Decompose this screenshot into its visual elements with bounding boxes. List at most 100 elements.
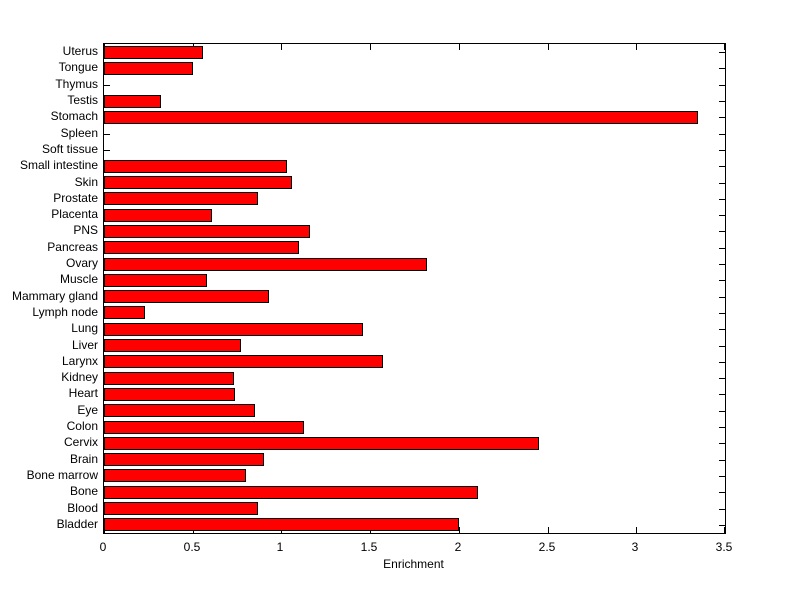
y-tick-right bbox=[719, 280, 725, 281]
y-tick-label: Brain bbox=[69, 451, 98, 466]
y-tick-right bbox=[719, 329, 725, 330]
y-tick-label: Mammary gland bbox=[11, 288, 98, 303]
y-tick-right bbox=[719, 525, 725, 526]
y-tick-right bbox=[719, 183, 725, 184]
y-tick-label: Eye bbox=[77, 402, 98, 417]
y-tick-label: Muscle bbox=[59, 272, 98, 287]
y-tick-right bbox=[719, 378, 725, 379]
y-tick-label: Kidney bbox=[61, 370, 98, 385]
y-tick-right bbox=[719, 509, 725, 510]
y-tick-label: Lymph node bbox=[32, 304, 98, 319]
bar-prostate bbox=[104, 192, 258, 205]
y-tick-right bbox=[719, 492, 725, 493]
bar-small-intestine bbox=[104, 160, 287, 173]
y-tick-label: Cervix bbox=[63, 435, 98, 450]
y-tick-label: Thymus bbox=[55, 76, 98, 91]
bar-heart bbox=[104, 388, 235, 401]
bar-brain bbox=[104, 453, 264, 466]
y-tick-left bbox=[104, 85, 110, 86]
bar-tongue bbox=[104, 62, 193, 75]
y-tick-right bbox=[719, 297, 725, 298]
y-tick-label: Stomach bbox=[50, 109, 98, 124]
y-tick-right bbox=[719, 346, 725, 347]
x-tick-bottom bbox=[548, 527, 549, 533]
x-tick-top bbox=[636, 44, 637, 50]
x-tick-label: 3 bbox=[631, 540, 639, 554]
x-tick-top bbox=[370, 44, 371, 50]
y-tick-label: Skin bbox=[74, 174, 98, 189]
y-tick-right bbox=[719, 443, 725, 444]
bar-eye bbox=[104, 404, 255, 417]
y-tick-label: Colon bbox=[66, 419, 98, 434]
y-tick-right bbox=[719, 248, 725, 249]
y-tick-right bbox=[719, 166, 725, 167]
bar-pns bbox=[104, 225, 310, 238]
bar-pancreas bbox=[104, 241, 299, 254]
y-tick-label: Liver bbox=[71, 337, 98, 352]
y-tick-label: Small intestine bbox=[19, 158, 98, 173]
bar-bladder bbox=[104, 518, 459, 531]
x-tick-bottom bbox=[459, 527, 460, 533]
y-tick-right bbox=[719, 150, 725, 151]
y-tick-label: Soft tissue bbox=[41, 141, 98, 156]
y-tick-right bbox=[719, 215, 725, 216]
bar-bone-marrow bbox=[104, 469, 246, 482]
y-tick-right bbox=[719, 427, 725, 428]
y-tick-right bbox=[719, 313, 725, 314]
bar-stomach bbox=[104, 111, 698, 124]
bar-kidney bbox=[104, 372, 234, 385]
y-tick-label: Ovary bbox=[65, 256, 98, 271]
y-tick-label: Bone bbox=[69, 484, 98, 499]
bar-liver bbox=[104, 339, 241, 352]
y-tick-right bbox=[719, 476, 725, 477]
y-tick-right bbox=[719, 362, 725, 363]
y-tick-right bbox=[719, 117, 725, 118]
bar-mammary-gland bbox=[104, 290, 269, 303]
y-tick-label: Bone marrow bbox=[26, 467, 98, 482]
x-tick-top bbox=[459, 44, 460, 50]
bar-bone bbox=[104, 486, 478, 499]
x-tick-top bbox=[724, 44, 725, 50]
y-tick-left bbox=[104, 134, 110, 135]
y-tick-label: Spleen bbox=[60, 125, 98, 140]
y-tick-label: PNS bbox=[73, 223, 98, 238]
x-tick-bottom bbox=[724, 527, 725, 533]
x-axis-title: Enrichment bbox=[383, 557, 444, 571]
bar-testis bbox=[104, 95, 161, 108]
bar-colon bbox=[104, 421, 304, 434]
y-tick-label: Tongue bbox=[58, 60, 98, 75]
y-tick-right bbox=[719, 411, 725, 412]
x-tick-label: 1.5 bbox=[360, 540, 378, 554]
y-tick-right bbox=[719, 199, 725, 200]
y-tick-label: Pancreas bbox=[47, 239, 98, 254]
y-tick-label: Testis bbox=[67, 93, 98, 108]
bar-uterus bbox=[104, 46, 203, 59]
x-tick-top bbox=[548, 44, 549, 50]
y-tick-right bbox=[719, 264, 725, 265]
bar-blood bbox=[104, 502, 258, 515]
y-tick-right bbox=[719, 68, 725, 69]
y-tick-label: Heart bbox=[68, 386, 98, 401]
plot-area bbox=[103, 43, 726, 534]
bar-larynx bbox=[104, 355, 383, 368]
y-tick-right bbox=[719, 460, 725, 461]
x-tick-label: 1 bbox=[276, 540, 284, 554]
y-tick-right bbox=[719, 394, 725, 395]
y-tick-label: Lung bbox=[71, 321, 98, 336]
x-tick-bottom bbox=[636, 527, 637, 533]
y-tick-label: Bladder bbox=[56, 516, 98, 531]
y-tick-label: Placenta bbox=[51, 207, 98, 222]
bar-muscle bbox=[104, 274, 207, 287]
x-tick-label: 3.5 bbox=[715, 540, 733, 554]
x-tick-label: 0.5 bbox=[183, 540, 201, 554]
bar-placenta bbox=[104, 209, 212, 222]
y-tick-label: Larynx bbox=[61, 353, 98, 368]
y-tick-right bbox=[719, 85, 725, 86]
y-tick-right bbox=[719, 134, 725, 135]
x-tick-label: 2 bbox=[454, 540, 462, 554]
y-tick-right bbox=[719, 101, 725, 102]
bar-lymph-node bbox=[104, 306, 145, 319]
x-tick-label: 2.5 bbox=[538, 540, 556, 554]
bar-lung bbox=[104, 323, 363, 336]
bar-ovary bbox=[104, 258, 427, 271]
